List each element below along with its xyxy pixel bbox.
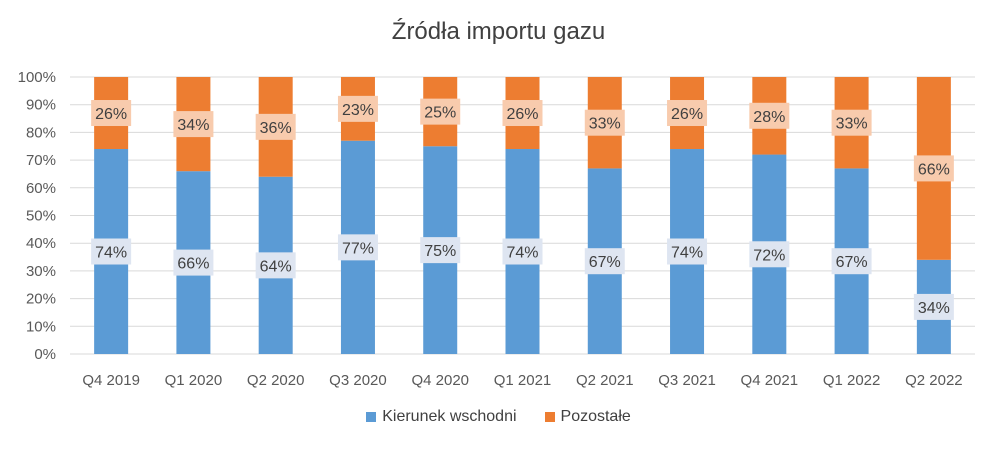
data-label: 26% <box>671 106 703 123</box>
data-label-box <box>255 113 296 140</box>
chart-title: Źródła importu gazu <box>391 18 606 45</box>
data-label: 67% <box>589 254 621 271</box>
y-tick-label: 0% <box>34 346 56 363</box>
data-label: 26% <box>95 106 127 123</box>
data-label: 28% <box>753 109 785 126</box>
data-label: 67% <box>836 254 868 271</box>
y-tick-label: 30% <box>26 263 56 280</box>
data-label: 74% <box>671 245 703 262</box>
data-label-box <box>173 111 214 138</box>
data-label-box <box>91 100 132 127</box>
y-tick-label: 60% <box>26 180 56 197</box>
y-tick-label: 80% <box>26 124 56 141</box>
data-label-box <box>749 102 790 129</box>
x-tick-label: Q1 2022 <box>823 372 881 389</box>
y-tick-label: 100% <box>18 69 56 86</box>
legend-label: Kierunek wschodni <box>382 408 517 425</box>
x-tick-label: Q4 2021 <box>741 372 799 389</box>
data-label-box <box>502 100 543 127</box>
data-label: 34% <box>918 300 950 317</box>
y-tick-label: 10% <box>26 318 56 335</box>
data-label-box <box>502 238 543 265</box>
data-label: 25% <box>424 105 456 122</box>
x-tick-label: Q2 2021 <box>576 372 634 389</box>
data-label-box <box>337 234 378 261</box>
data-label-box <box>91 238 132 265</box>
data-label: 34% <box>177 117 209 134</box>
data-label-box <box>831 248 872 275</box>
data-label-box <box>913 155 954 182</box>
data-label: 33% <box>836 116 868 133</box>
y-tick-label: 40% <box>26 235 56 252</box>
x-tick-label: Q2 2022 <box>905 372 963 389</box>
y-tick-label: 70% <box>26 152 56 169</box>
data-label-box <box>667 100 708 127</box>
data-label-box <box>749 241 790 268</box>
data-label: 74% <box>95 245 127 262</box>
data-label-box <box>667 238 708 265</box>
x-tick-label: Q2 2020 <box>247 372 305 389</box>
data-label-box <box>584 109 625 136</box>
legend-swatch <box>544 412 555 422</box>
data-label: 36% <box>260 120 292 137</box>
data-label-box <box>420 98 461 125</box>
data-label-box <box>831 109 872 136</box>
x-tick-label: Q4 2019 <box>82 372 140 389</box>
x-tick-label: Q4 2020 <box>411 372 469 389</box>
y-axis: 0% 10% 20% 30% 40% 50% 60% 70% 80% 90% 100% <box>18 69 56 363</box>
data-label: 72% <box>753 247 785 264</box>
data-label: 64% <box>260 258 292 275</box>
legend-item-pozostale: Pozostałe <box>544 408 631 426</box>
data-label: 66% <box>918 161 950 178</box>
data-label: 33% <box>589 116 621 133</box>
data-label: 74% <box>506 245 538 262</box>
x-tick-label: Q3 2021 <box>658 372 716 389</box>
data-label: 66% <box>177 256 209 273</box>
data-label: 77% <box>342 240 374 257</box>
data-label-box <box>337 95 378 122</box>
y-tick-label: 20% <box>26 291 56 308</box>
legend-item-kierunek-wschodni: Kierunek wschodni <box>366 408 517 426</box>
data-label: 75% <box>424 243 456 260</box>
x-axis: Q4 2019 Q1 2020 Q2 2020 Q3 2020 Q4 2020 Q1 20… <box>82 372 962 389</box>
data-label-box <box>913 293 954 320</box>
data-label-box <box>255 252 296 279</box>
y-tick-label: 90% <box>26 97 56 114</box>
y-tick-label: 50% <box>26 208 56 225</box>
x-tick-label: Q1 2020 <box>165 372 223 389</box>
legend-label: Pozostałe <box>560 408 631 425</box>
data-label-box <box>173 249 214 276</box>
x-tick-label: Q3 2020 <box>329 372 387 389</box>
legend-swatch <box>366 412 377 422</box>
legend: Kierunek wschodni Pozostałe <box>0 408 997 426</box>
data-labels: 74% 26% 66% 34% 64% 36% 77% 23% 75% 25% 74% 26% 67% 3… <box>91 95 954 320</box>
data-label-box <box>420 237 461 264</box>
data-label-box <box>584 248 625 275</box>
data-label: 23% <box>342 102 374 119</box>
data-label: 26% <box>506 106 538 123</box>
x-tick-label: Q1 2021 <box>494 372 552 389</box>
